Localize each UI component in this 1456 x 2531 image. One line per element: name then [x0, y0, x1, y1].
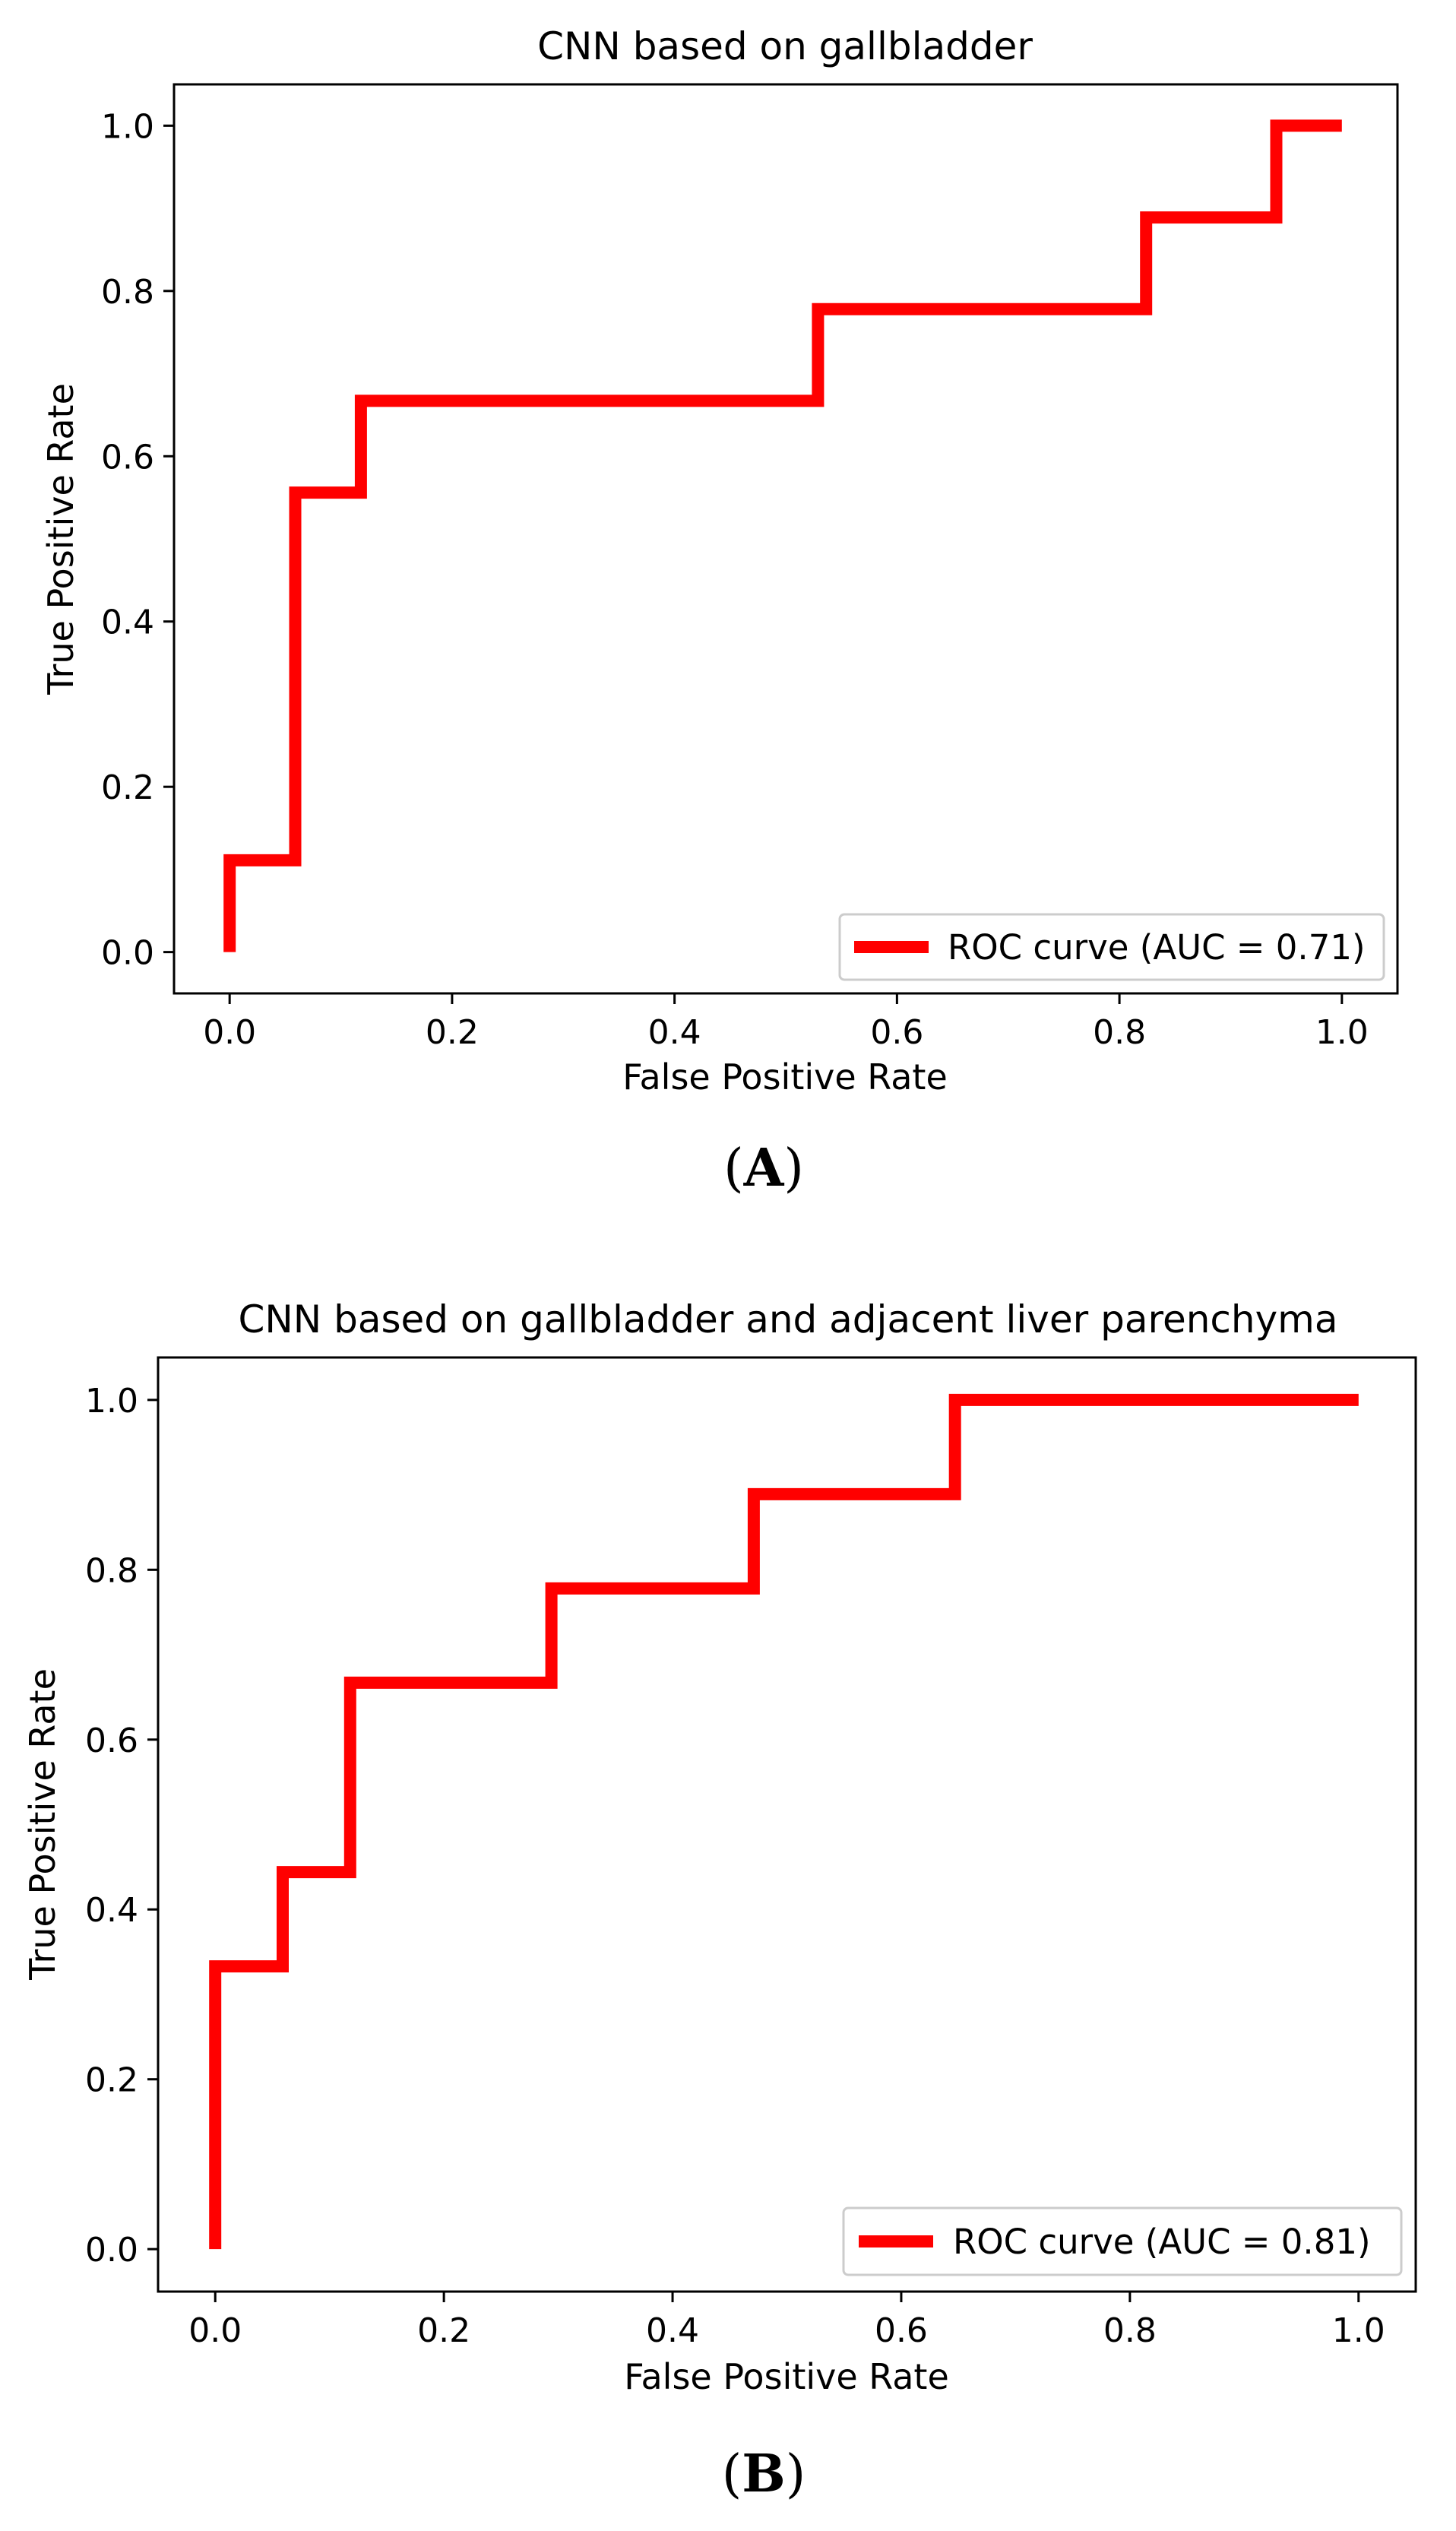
panel-label-a: (A): [723, 1138, 804, 1199]
y-tick-label: 0.8: [85, 1551, 138, 1590]
y-axis-ticks: 0.0 0.2 0.4 0.6 0.8 1.0: [101, 107, 174, 973]
x-axis-label: False Positive Rate: [622, 1056, 948, 1098]
y-tick-label: 0.0: [85, 2231, 138, 2270]
x-tick-label: 0.2: [426, 1013, 479, 1052]
x-tick-label: 0.6: [875, 2311, 928, 2350]
panel-letter: A: [743, 1138, 785, 1199]
x-tick-label: 0.8: [1103, 2311, 1157, 2350]
y-tick-label: 0.2: [85, 2061, 138, 2100]
roc-curve-line: [223, 119, 1342, 952]
legend: ROC curve (AUC = 0.81): [842, 2206, 1403, 2276]
panel-b: CNN based on gallbladder and adjacent li…: [22, 1297, 1417, 2504]
legend-label: ROC curve (AUC = 0.71): [948, 927, 1366, 968]
x-tick-label: 0.4: [648, 1013, 701, 1052]
panel-a: CNN based on gallbladder 0.0 0.2 0.4 0.6 0.8…: [40, 24, 1399, 1199]
roc-series-group: [223, 119, 1342, 952]
legend-box: [842, 2206, 1403, 2276]
y-axis-ticks: 0.0 0.2 0.4 0.6 0.8 1.0: [85, 1382, 158, 2270]
chart-title: CNN based on gallbladder and adjacent li…: [238, 1297, 1337, 1342]
y-tick-label: 0.4: [101, 603, 154, 642]
x-axis-label: False Positive Rate: [624, 2356, 949, 2397]
x-tick-label: 0.4: [646, 2311, 699, 2350]
y-tick-label: 0.6: [101, 438, 154, 477]
roc-series-group: [209, 1393, 1359, 2250]
x-tick-label: 0.8: [1093, 1013, 1146, 1052]
y-axis-label: True Positive Rate: [40, 383, 81, 695]
x-tick-label: 1.0: [1332, 2311, 1385, 2350]
y-tick-label: 0.2: [101, 768, 154, 807]
legend: ROC curve (AUC = 0.71): [838, 913, 1385, 981]
y-axis-label: True Positive Rate: [22, 1668, 63, 1981]
plot-frame: [173, 83, 1399, 995]
legend-box: [838, 913, 1385, 981]
x-tick-label: 0.6: [870, 1013, 923, 1052]
legend-label: ROC curve (AUC = 0.81): [953, 2222, 1371, 2262]
y-tick-label: 0.8: [101, 273, 154, 312]
plot-frame: [157, 1356, 1417, 2293]
x-tick-label: 0.0: [203, 1013, 256, 1052]
y-tick-label: 1.0: [101, 107, 154, 146]
panel-letter: B: [742, 2444, 785, 2504]
y-tick-label: 1.0: [85, 1382, 138, 1421]
x-tick-label: 0.2: [417, 2311, 470, 2350]
x-tick-label: 0.0: [188, 2311, 242, 2350]
y-tick-label: 0.4: [85, 1891, 138, 1930]
y-tick-label: 0.0: [101, 934, 154, 973]
x-tick-label: 1.0: [1315, 1013, 1369, 1052]
chart-title: CNN based on gallbladder: [537, 24, 1033, 68]
roc-curve-line: [209, 1393, 1359, 2250]
panel-label-b: (B): [722, 2444, 806, 2504]
x-axis-ticks: 0.0 0.2 0.4 0.6 0.8 1.0: [188, 2292, 1385, 2350]
y-tick-label: 0.6: [85, 1722, 138, 1760]
x-axis-ticks: 0.0 0.2 0.4 0.6 0.8 1.0: [203, 993, 1369, 1052]
